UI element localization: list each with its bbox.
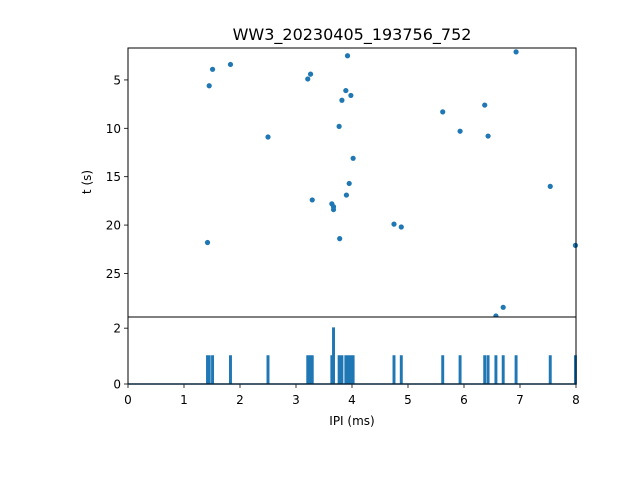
scatter-point	[339, 97, 345, 103]
scatter-point	[209, 66, 216, 72]
scatter-point	[265, 134, 271, 140]
scatter-y-tick-label: 15	[106, 170, 121, 184]
histogram-x-tick-label: 1	[180, 393, 188, 407]
scatter-point	[457, 128, 463, 134]
scatter-point	[227, 61, 234, 68]
scatter-point	[513, 49, 519, 55]
histogram-x-tick-label: 3	[292, 393, 300, 407]
scatter-y-tick-label: 20	[106, 219, 121, 233]
histogram-x-axis-label: IPI (ms)	[329, 414, 374, 428]
scatter-y-tick-label: 10	[106, 122, 121, 136]
histogram-x-tick-label: 0	[124, 393, 132, 407]
scatter-point	[206, 83, 212, 89]
scatter-point	[348, 92, 354, 99]
scatter-point	[307, 71, 314, 77]
histogram-frame	[127, 316, 577, 385]
histogram-x-tick-label: 2	[236, 393, 244, 407]
scatter-point	[336, 123, 342, 129]
histogram-x-ticks: 0 1 2 3 4 5 6 7 8	[124, 384, 580, 407]
scatter-point	[482, 102, 488, 108]
scatter-point	[398, 224, 404, 230]
histogram-x-tick-label: 4	[348, 393, 356, 407]
scatter-point	[572, 242, 579, 248]
scatter-plot-area	[128, 48, 576, 317]
scatter-point	[305, 76, 311, 82]
histogram-y-tick-label: 0	[113, 378, 121, 392]
scatter-point	[309, 197, 315, 203]
scatter-point	[343, 87, 349, 94]
scatter-y-tick-label: 25	[106, 267, 121, 281]
scatter-point	[346, 180, 352, 187]
histogram-x-tick-label: 6	[460, 393, 468, 407]
histogram-x-tick-label: 5	[404, 393, 412, 407]
scatter-point	[337, 236, 343, 242]
scatter-point	[500, 304, 506, 310]
scatter-y-tick-label: 5	[113, 73, 121, 87]
scatter-point	[485, 133, 491, 139]
scatter-points	[204, 49, 579, 319]
chart-title: WW3_20230405_193756_752	[233, 25, 472, 45]
scatter-point	[204, 239, 211, 246]
scatter-y-ticks: 5 10 15 20 25	[106, 73, 128, 281]
scatter-point	[391, 221, 397, 227]
scatter-point	[344, 53, 351, 59]
scatter-panel: 5 10 15 20 25 t (s)	[80, 47, 579, 319]
histogram-y-tick-label: 2	[113, 322, 121, 336]
scatter-y-axis-label: t (s)	[80, 170, 94, 194]
histogram-x-tick-label: 7	[516, 393, 524, 407]
histogram-x-tick-label: 8	[572, 393, 580, 407]
histogram-y-ticks: 02	[113, 322, 128, 392]
scatter-point	[440, 109, 446, 115]
scatter-point	[330, 206, 337, 213]
scatter-point	[343, 192, 349, 198]
scatter-point	[350, 155, 356, 161]
scatter-point	[547, 183, 553, 189]
